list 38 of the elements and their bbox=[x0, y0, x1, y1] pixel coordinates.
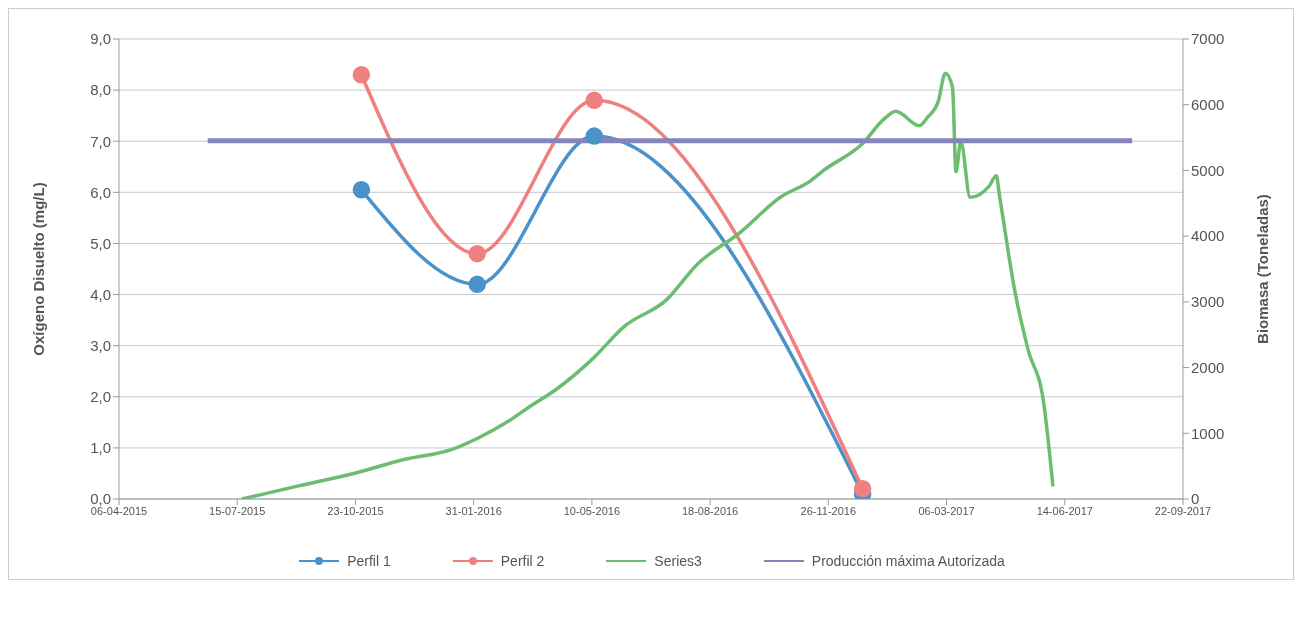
x-tick-label: 31-01-2016 bbox=[445, 504, 502, 517]
y2-tick-label: 1000 bbox=[1191, 424, 1225, 442]
y2-tick-label: 2000 bbox=[1191, 358, 1225, 376]
point bbox=[468, 275, 486, 294]
y2-tick-label: 5000 bbox=[1191, 161, 1225, 179]
y2-tick-label: 7000 bbox=[1191, 30, 1225, 48]
point bbox=[468, 244, 486, 263]
x-tick-label: 23-10-2015 bbox=[327, 504, 384, 517]
y2-tick-label: 3000 bbox=[1191, 293, 1225, 311]
x-tick-label: 26-11-2016 bbox=[800, 504, 857, 517]
x-tick-label: 15-07-2015 bbox=[209, 504, 266, 517]
legend-label: Perfil 1 bbox=[347, 553, 391, 569]
y2-tick-label: 4000 bbox=[1191, 227, 1225, 245]
x-tick-label: 14-06-2017 bbox=[1036, 504, 1093, 517]
line-series bbox=[240, 71, 1055, 499]
legend-label: Producción máxima Autorizada bbox=[811, 553, 1005, 569]
y-tick-label: 1,0 bbox=[90, 439, 111, 457]
point bbox=[352, 181, 371, 199]
x-tick-label: 06-03-2017 bbox=[918, 504, 975, 517]
y-tick-label: 2,0 bbox=[90, 388, 111, 406]
point bbox=[585, 127, 603, 145]
y-tick-label: 3,0 bbox=[90, 336, 111, 354]
y-tick-label: 9,0 bbox=[90, 30, 111, 48]
y-tick-label: 6,0 bbox=[90, 183, 111, 201]
legend-label: Series3 bbox=[654, 553, 702, 569]
y2-tick-label: 6000 bbox=[1191, 96, 1225, 114]
y2-axis-title: Biomasa (Toneladas) bbox=[1254, 194, 1272, 344]
legend-label: Perfil 2 bbox=[500, 553, 545, 569]
point bbox=[585, 91, 603, 110]
y-tick-label: 8,0 bbox=[90, 81, 111, 99]
y-axis-title: Oxígeno Disuelto (mg/L) bbox=[30, 182, 48, 356]
y-tick-label: 4,0 bbox=[90, 285, 111, 303]
y-tick-label: 7,0 bbox=[90, 132, 111, 150]
x-tick-label: 18-08-2016 bbox=[681, 504, 739, 517]
x-tick-label: 10-05-2016 bbox=[563, 504, 621, 517]
point bbox=[352, 66, 371, 84]
y-tick-label: 5,0 bbox=[90, 234, 111, 252]
point bbox=[853, 480, 872, 498]
